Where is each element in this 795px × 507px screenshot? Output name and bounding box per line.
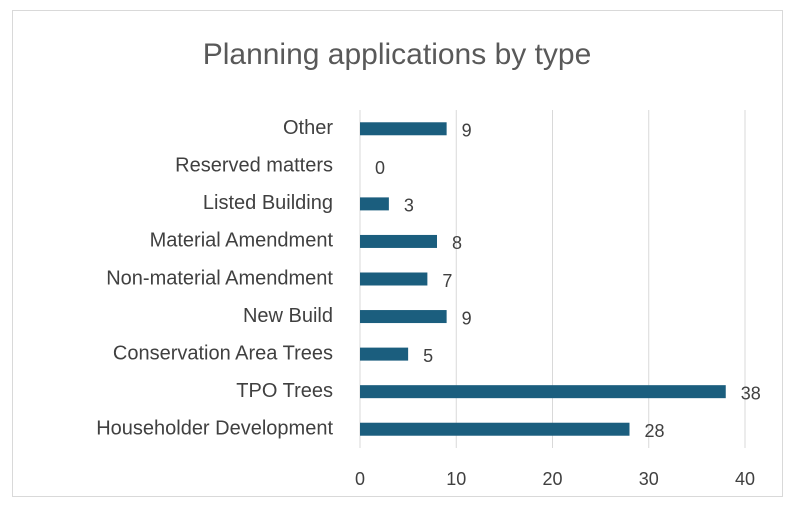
- y-tick-label: Non-material Amendment: [106, 267, 333, 289]
- value-label: 38: [741, 383, 761, 403]
- value-label: 8: [452, 233, 462, 253]
- x-tick-label: 20: [542, 469, 562, 489]
- value-label: 28: [645, 421, 665, 441]
- y-tick-label: Material Amendment: [150, 230, 334, 252]
- value-label: 7: [442, 271, 452, 291]
- y-tick-label: Listed Building: [203, 192, 333, 214]
- y-tick-label: New Build: [243, 305, 333, 327]
- x-tick-label: 10: [446, 469, 466, 489]
- value-label: 3: [404, 196, 414, 216]
- value-label: 5: [423, 346, 433, 366]
- y-tick-label: TPO Trees: [236, 380, 333, 402]
- bar: [360, 122, 447, 136]
- y-tick-label: Other: [283, 117, 333, 139]
- bar: [360, 272, 428, 286]
- y-tick-label: Reserved matters: [175, 155, 333, 177]
- x-tick-label: 30: [639, 469, 659, 489]
- bar: [360, 385, 726, 399]
- value-label: 9: [462, 121, 472, 141]
- y-tick-label: Conservation Area Trees: [113, 342, 333, 364]
- chart-border: [12, 10, 783, 497]
- x-tick-label: 0: [355, 469, 365, 489]
- bar: [360, 197, 389, 211]
- chart-title: Planning applications by type: [203, 38, 592, 71]
- value-label: 9: [462, 308, 472, 328]
- bar: [360, 347, 409, 361]
- bar: [360, 310, 447, 324]
- value-label: 0: [375, 158, 385, 178]
- bar: [360, 422, 630, 436]
- x-tick-label: 40: [735, 469, 755, 489]
- y-tick-label: Householder Development: [96, 418, 333, 440]
- bar: [360, 234, 437, 248]
